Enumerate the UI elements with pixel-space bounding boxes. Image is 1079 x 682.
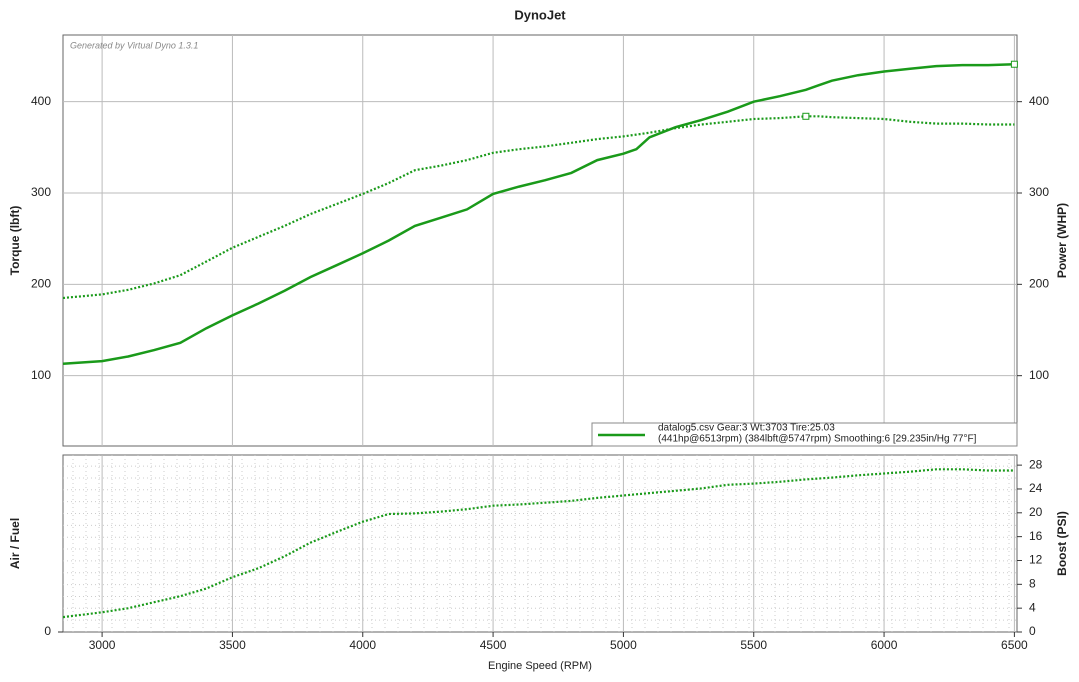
plot-area — [62, 454, 1018, 633]
x-axis-label: Engine Speed (RPM) — [488, 660, 592, 672]
y-tick-label: 0 — [44, 624, 51, 638]
y2-tick-label: 200 — [1029, 277, 1049, 291]
y2-tick-label: 300 — [1029, 185, 1049, 199]
y-axis-label: Torque (lbft) — [8, 206, 22, 276]
legend-note: (441hp@6513rpm) (384lbft@5747rpm) Smooth… — [658, 434, 977, 445]
x-tick-label: 6500 — [1001, 638, 1028, 652]
chart-title: DynoJet — [514, 7, 566, 22]
x-tick-label: 3500 — [219, 638, 246, 652]
series-line — [62, 468, 1015, 619]
x-tick-label: 4500 — [480, 638, 507, 652]
y2-tick-label: 20 — [1029, 505, 1043, 519]
y-tick-label: 100 — [31, 368, 51, 382]
peak-marker — [802, 112, 810, 120]
y2-tick-label: 28 — [1029, 457, 1043, 471]
x-tick-label: 3000 — [89, 638, 116, 652]
y2-tick-label: 400 — [1029, 94, 1049, 108]
x-tick-label: 5500 — [740, 638, 767, 652]
y-tick-label: 400 — [31, 94, 51, 108]
y2-tick-label: 0 — [1029, 624, 1036, 638]
legend-label: datalog5.csv Gear:3 Wt:3703 Tire:25.03 — [658, 423, 835, 434]
y2-tick-label: 4 — [1029, 600, 1036, 614]
y-tick-label: 300 — [31, 185, 51, 199]
y2-tick-label: 24 — [1029, 481, 1043, 495]
x-tick-label: 4000 — [349, 638, 376, 652]
annotation: Generated by Virtual Dyno 1.3.1 — [70, 40, 198, 50]
y2-tick-label: 100 — [1029, 368, 1049, 382]
series-line — [62, 62, 1015, 366]
series-line — [62, 115, 1015, 300]
y2-tick-label: 12 — [1029, 553, 1043, 567]
y2-axis-label: Boost (PSI) — [1055, 511, 1069, 576]
plot-area — [62, 34, 1018, 447]
y2-tick-label: 16 — [1029, 529, 1043, 543]
y-tick-label: 200 — [31, 277, 51, 291]
legend-box — [591, 422, 1018, 447]
peak-marker — [1010, 60, 1018, 68]
y2-tick-label: 8 — [1029, 576, 1036, 590]
y-axis-label: Air / Fuel — [8, 518, 22, 569]
x-tick-label: 5000 — [610, 638, 637, 652]
y2-axis-label: Power (WHP) — [1055, 203, 1069, 278]
x-tick-label: 6000 — [871, 638, 898, 652]
